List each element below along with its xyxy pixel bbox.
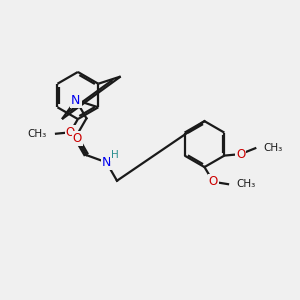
Text: H: H	[111, 150, 119, 160]
Text: N: N	[71, 94, 80, 106]
Text: CH₃: CH₃	[237, 179, 256, 189]
Text: O: O	[73, 132, 82, 146]
Text: CH₃: CH₃	[27, 129, 46, 139]
Text: CH₃: CH₃	[263, 143, 283, 153]
Text: O: O	[236, 148, 245, 160]
Text: N: N	[102, 156, 111, 169]
Text: O: O	[66, 126, 75, 139]
Text: O: O	[209, 175, 218, 188]
